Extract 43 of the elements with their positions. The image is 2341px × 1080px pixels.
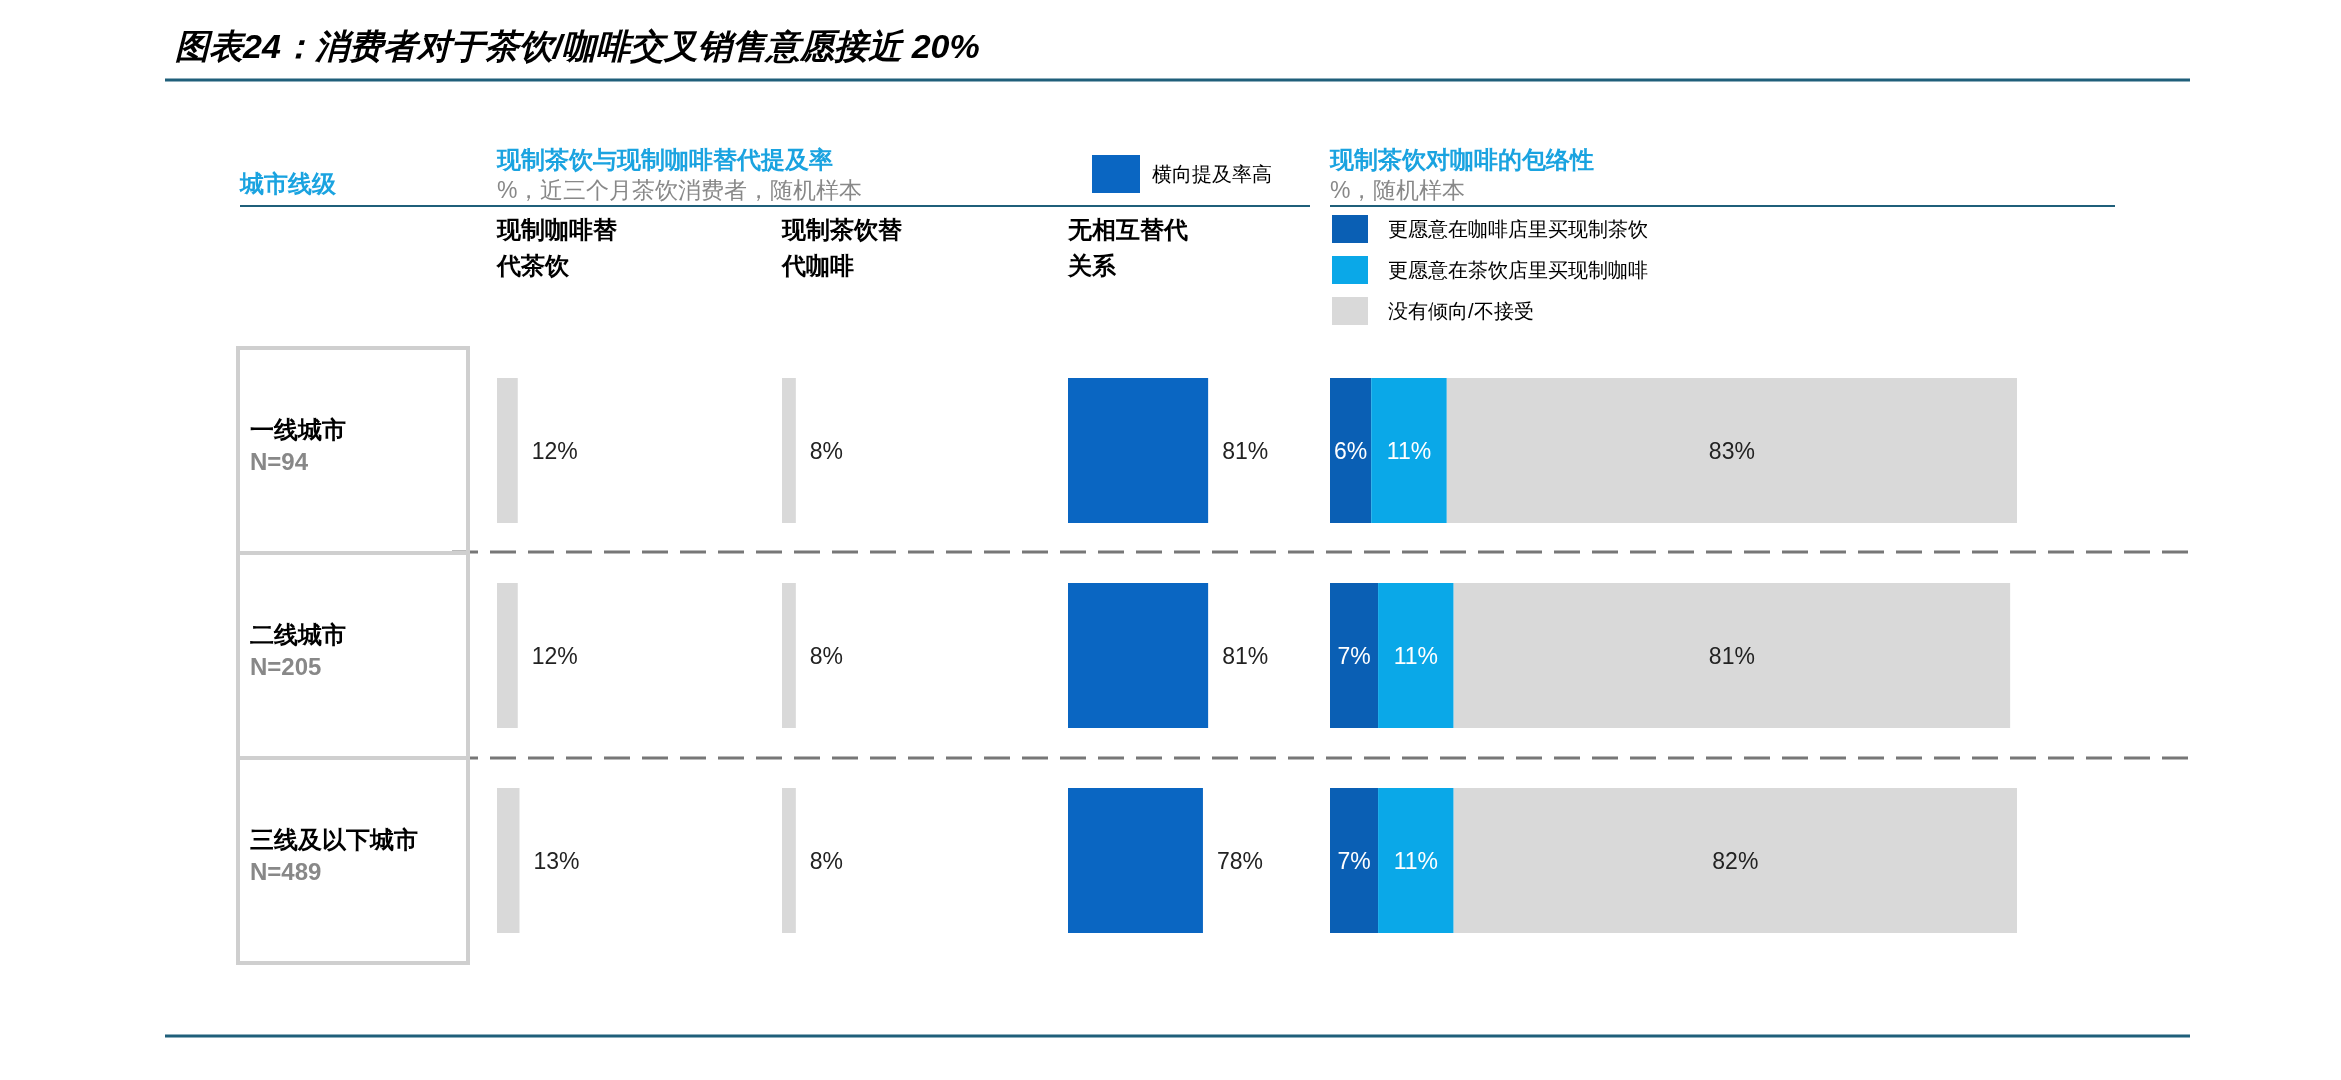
data-label: 7% <box>1337 847 1371 874</box>
bar <box>1453 583 2011 728</box>
chart-title: 现制茶饮对咖啡的包络性 <box>1329 146 1594 173</box>
data-label: 81% <box>1222 642 1269 669</box>
bar <box>1330 583 1379 728</box>
x-axis-title: 无相互替代关系 <box>1067 216 1188 279</box>
data-label: 8% <box>809 642 844 669</box>
data-label: 81% <box>1222 437 1269 464</box>
chart-subtitle: %，随机样本 <box>1330 177 1466 203</box>
data-label: 11% <box>1386 437 1432 464</box>
y-tick-label: 二线城市 N=205 <box>250 621 346 680</box>
legend-label: 更愿意在茶饮店里买现制咖啡 <box>1388 259 1648 281</box>
chart-title: 图表24：消费者对于茶饮/咖啡交叉销售意愿接近 20% <box>175 27 980 65</box>
data-label: 11% <box>1393 642 1439 669</box>
data-label: 12% <box>531 437 578 464</box>
bar <box>1330 378 1372 523</box>
y-axis-title: 城市线级 <box>239 170 337 197</box>
data-label: 13% <box>533 847 580 874</box>
data-label: 8% <box>809 437 844 464</box>
data-label: 6% <box>1333 437 1368 464</box>
data-label: 81% <box>1708 642 1755 669</box>
data-label: 7% <box>1337 642 1371 669</box>
y-tick-label: 三线及以下城市 N=489 <box>250 826 418 885</box>
legend-label: 横向提及率高 <box>1152 163 1272 185</box>
bar <box>1371 378 1447 523</box>
data-label: 12% <box>531 642 578 669</box>
bar <box>1378 788 1454 933</box>
bar <box>1330 788 1379 933</box>
bar <box>1446 378 2017 523</box>
data-label: 78% <box>1216 847 1263 874</box>
y-tick-label: 一线城市 N=94 <box>250 416 346 475</box>
x-axis-title: 现制茶饮替代咖啡 <box>781 216 902 279</box>
legend-label: 没有倾向/不接受 <box>1388 300 1534 322</box>
text: %，近三个月茶饮消费者，随机样本 <box>497 177 863 203</box>
bar <box>1453 788 2017 933</box>
text: 现制茶饮与现制咖啡替代提及率 <box>496 146 833 173</box>
x-axis-title: 现制咖啡替代茶饮 <box>496 216 617 279</box>
legend-label: 更愿意在咖啡店里买现制茶饮 <box>1388 218 1648 240</box>
data-label: 11% <box>1393 847 1439 874</box>
data-label: 8% <box>809 847 844 874</box>
bar <box>1378 583 1454 728</box>
data-label: 82% <box>1712 847 1759 874</box>
data-label: 83% <box>1708 437 1755 464</box>
